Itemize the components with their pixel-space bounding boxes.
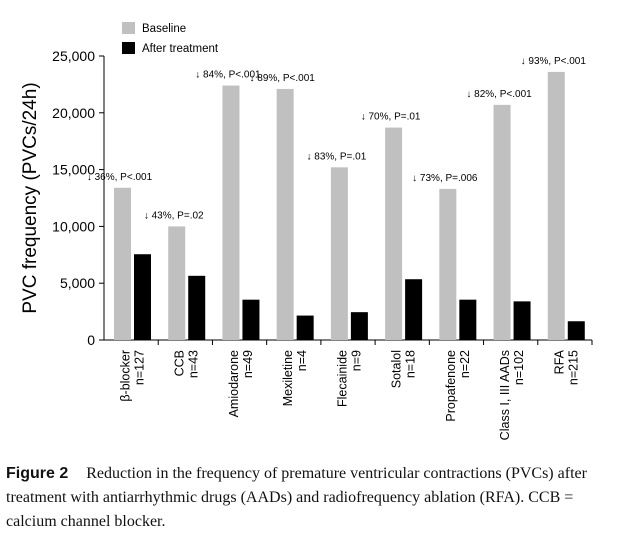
significance-annotation: ↓ 89%, P<.001 xyxy=(250,73,316,84)
chart: 0 5,000 10,000 15,000 20,000 25,000 PVC freque… xyxy=(20,22,593,440)
bar-after-treatment xyxy=(134,254,151,340)
legend-swatch xyxy=(122,22,135,34)
legend-entry: Baseline xyxy=(142,23,186,35)
bar-after-treatment xyxy=(242,299,260,340)
bar-after-treatment xyxy=(188,275,206,340)
y-tick-label: 5,000 xyxy=(60,275,95,291)
axes xyxy=(99,55,593,345)
labels: 0 5,000 10,000 15,000 20,000 25,000 PVC freque… xyxy=(20,48,586,440)
bar-after-treatment xyxy=(513,301,531,340)
category-n-label: n=9 xyxy=(349,350,363,371)
figure-label: Figure 2 xyxy=(6,465,69,482)
category-label: Propafenone xyxy=(444,350,458,422)
legend: Baseline After treatment xyxy=(122,22,219,55)
category-n-label: n=43 xyxy=(187,350,201,378)
bar-baseline xyxy=(493,104,511,341)
category-n-label: n=22 xyxy=(458,350,472,378)
significance-annotation: ↓ 83%, P=.01 xyxy=(307,151,367,162)
bar-after-treatment xyxy=(350,312,368,340)
y-tick-label: 25,000 xyxy=(52,48,95,64)
y-axis-label: PVC frequency (PVCs/24h) xyxy=(20,82,41,313)
y-tick-label: 20,000 xyxy=(52,105,95,121)
legend-swatch xyxy=(122,42,135,54)
significance-annotation: ↓ 93%, P<.001 xyxy=(521,56,587,67)
category-label: Sotalol xyxy=(390,350,404,388)
significance-annotation: ↓ 36%, P<.001 xyxy=(87,172,153,183)
figure-caption: Figure 2 Reduction in the frequency of pr… xyxy=(6,462,618,534)
category-label: RFA xyxy=(552,349,566,374)
significance-annotation: ↓ 43%, P=.02 xyxy=(144,210,204,221)
bar-baseline xyxy=(439,188,457,340)
bar-baseline xyxy=(168,226,186,340)
figure-caption-text: Reduction in the frequency of premature … xyxy=(6,465,587,530)
bar-baseline xyxy=(547,71,565,341)
bar-baseline xyxy=(385,127,403,341)
bar-baseline xyxy=(276,88,294,340)
significance-annotation: ↓ 82%, P<.001 xyxy=(466,89,532,100)
bar-baseline xyxy=(330,167,348,340)
bar-baseline xyxy=(114,187,131,340)
category-label: Flecainide xyxy=(335,350,349,407)
significance-annotation: ↓ 84%, P<.001 xyxy=(195,70,261,81)
category-n-label: n=215 xyxy=(566,350,580,385)
bar-after-treatment xyxy=(567,321,585,340)
category-label: Class I, III AADs xyxy=(498,350,512,440)
bars xyxy=(114,71,585,341)
bar-after-treatment xyxy=(459,299,477,340)
category-n-label: n=18 xyxy=(404,350,418,378)
bar-after-treatment xyxy=(296,315,314,340)
significance-annotation: ↓ 73%, P=.006 xyxy=(412,173,478,184)
bar-after-treatment xyxy=(405,279,423,340)
significance-annotation: ↓ 70%, P=.01 xyxy=(361,112,421,123)
category-label: Mexiletine xyxy=(281,350,295,406)
category-n-label: n=102 xyxy=(512,350,526,385)
bar-chart-svg: 0 5,000 10,000 15,000 20,000 25,000 PVC freque… xyxy=(20,22,593,440)
category-label: Amiodarone xyxy=(227,350,241,417)
legend-entry: After treatment xyxy=(142,43,219,55)
y-tick-label: 0 xyxy=(87,332,95,348)
y-tick-label: 15,000 xyxy=(52,162,95,178)
category-label: β-blocker xyxy=(119,350,133,402)
category-n-label: n=127 xyxy=(133,350,147,385)
category-n-label: n=4 xyxy=(295,350,309,371)
category-label: CCB xyxy=(173,350,187,376)
y-tick-label: 10,000 xyxy=(52,218,95,234)
bar-baseline xyxy=(222,85,240,340)
category-n-label: n=49 xyxy=(241,350,255,378)
